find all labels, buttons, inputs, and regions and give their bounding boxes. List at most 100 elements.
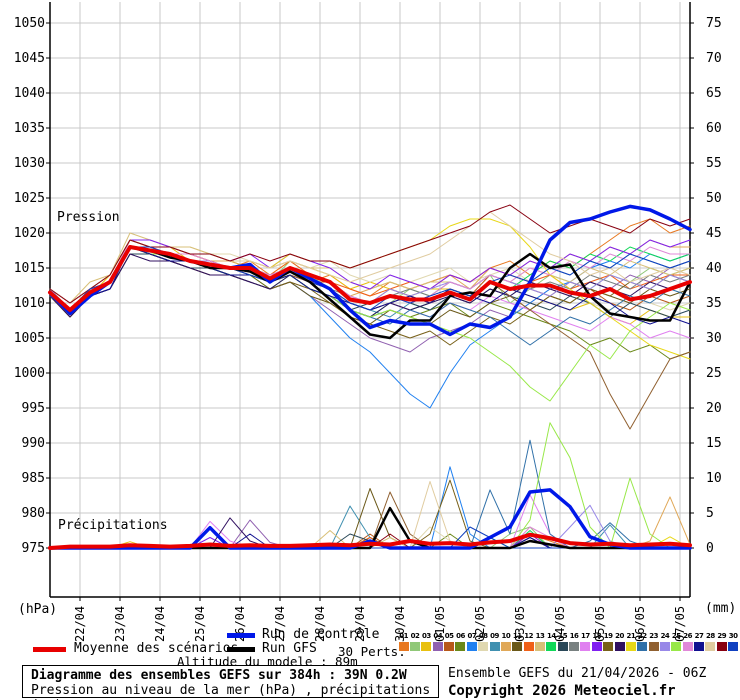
svg-text:980: 980 [22,506,45,521]
svg-text:1005: 1005 [14,331,45,346]
perturbation-color-swatch [659,642,670,651]
title-line1: Diagramme des ensembles GEFS sur 384h : … [31,668,407,683]
perturbation-color-swatch [557,642,568,651]
svg-text:02/05: 02/05 [473,606,487,642]
perturbation-color-swatch [648,642,659,651]
perturbation-color-swatch [728,642,739,651]
perturbation-item: 29 [716,632,727,651]
perturbation-color-swatch [432,642,443,651]
perturbation-item: 19 [602,632,614,651]
perturbation-item: 07 [466,632,477,651]
legend-mean-label: Moyenne des scénarios [74,641,239,656]
perturbation-color-swatch [546,642,557,651]
perturbation-item: 01 [398,632,409,651]
perturbation-color-swatch [466,642,477,651]
svg-text:995: 995 [22,401,45,416]
perturbation-item: 03 [421,632,432,651]
svg-text:05/05: 05/05 [593,606,607,642]
svg-text:01/05: 01/05 [433,606,447,642]
perturbation-item: 24 [659,632,670,651]
svg-text:15: 15 [706,436,722,451]
gfs-line-swatch [227,647,255,652]
perturbation-color-swatch [682,642,693,651]
svg-text:Pression: Pression [57,210,120,225]
perturbation-item: 09 [489,632,500,651]
perturbation-item: 25 [671,632,682,651]
perturbation-item: 13 [534,632,545,651]
axes [49,2,691,598]
perturbation-item: 27 [693,632,705,651]
perturbation-color-swatch [580,642,591,651]
title-box: Diagramme des ensembles GEFS sur 384h : … [22,665,439,700]
perturbation-color-swatch [569,642,580,651]
perturbation-color-swatch [716,642,727,651]
svg-text:55: 55 [706,156,722,171]
perturbation-item: 05 [443,632,455,651]
perturbation-item: 04 [432,632,443,651]
perturbation-color-swatch [671,642,682,651]
perturbation-item: 30 [727,632,739,651]
perturbation-item: 14 [546,632,557,651]
svg-text:1030: 1030 [14,156,45,171]
svg-text:(mm): (mm) [705,601,736,616]
axis-labels: 1050104510401035103010251020101510101005… [14,16,737,642]
perturbation-color-swatch [694,642,705,651]
svg-text:1010: 1010 [14,296,45,311]
perturbation-color-swatch [500,642,511,651]
svg-text:0: 0 [706,541,714,556]
svg-text:1015: 1015 [14,261,45,276]
svg-text:60: 60 [706,121,722,136]
ensemble-member-lines [49,204,691,549]
svg-text:25/04: 25/04 [193,606,207,642]
perturbation-item: 20 [614,632,625,651]
title-line2: Pression au niveau de la mer (hPa) , pré… [31,683,431,700]
legend-control-label: Run de contrôle [262,627,380,642]
svg-text:06/05: 06/05 [633,606,647,642]
perturbation-legend: 01 02 03 04 05 06 07 08 09 10 11 12 13 14 15 16 17 18 19 20… [398,632,739,651]
perturbation-color-swatch [625,642,636,651]
perturbation-color-swatch [637,642,648,651]
svg-text:20: 20 [706,401,722,416]
svg-text:75: 75 [706,16,722,31]
perturbation-item: 06 [455,632,466,651]
svg-text:30/04: 30/04 [393,606,407,642]
svg-text:50: 50 [706,191,722,206]
perturbation-item: 02 [409,632,421,651]
svg-text:1020: 1020 [14,226,45,241]
ensemble-mean-line [48,245,692,550]
perturbation-item: 15 [557,632,568,651]
legend-gfs-label: Run GFS [262,641,317,656]
perturbation-color-swatch [421,642,432,651]
svg-text:45: 45 [706,226,722,241]
svg-text:28/04: 28/04 [313,606,327,642]
perturbation-item: 28 [705,632,716,651]
svg-text:35: 35 [706,296,722,311]
ensemble-chart: 1050104510401035103010251020101510101005… [14,2,737,642]
svg-text:29/04: 29/04 [353,606,367,642]
perturbation-color-swatch [614,642,625,651]
perturbation-item: 26 [682,632,693,651]
perturbation-item: 23 [648,632,659,651]
svg-text:975: 975 [22,541,45,556]
svg-text:22/04: 22/04 [73,606,87,642]
svg-text:1000: 1000 [14,366,45,381]
perturbation-item: 12 [523,632,534,651]
svg-text:07/05: 07/05 [673,606,687,642]
perturbation-color-swatch [591,642,602,651]
copyright: Copyright 2026 Meteociel.fr [448,683,676,699]
perturbation-color-swatch [398,642,409,651]
svg-text:(hPa): (hPa) [18,602,57,617]
perturbation-color-swatch [444,642,455,651]
svg-text:5: 5 [706,506,714,521]
perturbation-color-swatch [523,642,534,651]
perturbation-item: 22 [637,632,648,651]
svg-text:1040: 1040 [14,86,45,101]
svg-text:10: 10 [706,471,722,486]
perturbation-item: 10 [500,632,511,651]
svg-text:990: 990 [22,436,45,451]
svg-text:03/05: 03/05 [513,606,527,642]
svg-text:23/04: 23/04 [113,606,127,642]
perturbation-item: 11 [512,632,523,651]
perturbation-item: 08 [478,632,489,651]
